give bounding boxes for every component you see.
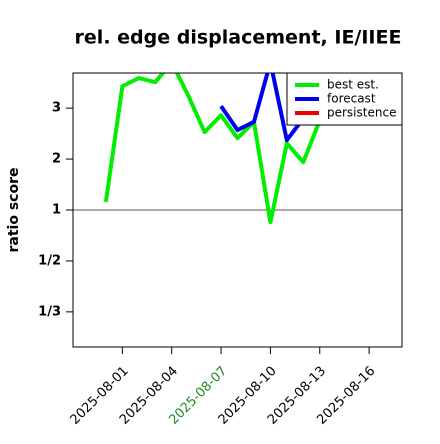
plot-area [73,73,402,225]
legend-label: forecast [327,92,376,106]
legend-label: best est. [327,78,379,92]
series-line [103,73,322,225]
y-tick-label: 1 [52,203,61,218]
series-line [219,73,305,143]
y-tick-label: 1/3 [38,304,61,319]
legend-label: persistence [327,106,396,120]
y-tick-label: 2 [52,152,61,167]
chart-title: rel. edge displacement, IE/IIEE [75,27,402,49]
y-tick-label: 3 [52,101,61,116]
y-axis-label: ratio score [6,168,22,253]
y-tick-label: 1/2 [38,253,61,268]
